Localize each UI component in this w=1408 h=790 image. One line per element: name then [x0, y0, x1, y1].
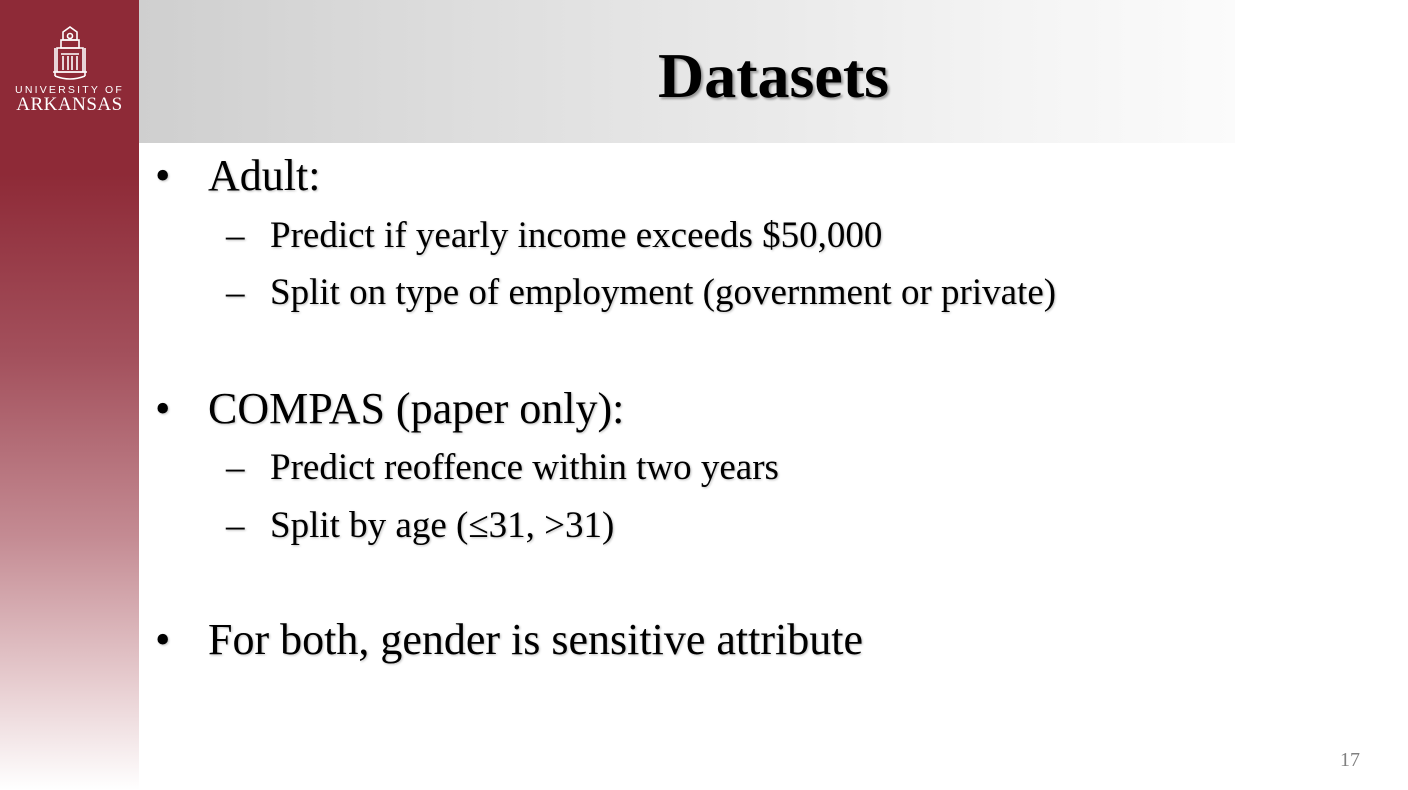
bullet-marker: • [155, 384, 171, 433]
subitem-text: Predict if yearly income exceeds $50,000 [270, 215, 883, 256]
dash-marker: – [226, 447, 245, 488]
logo-arkansas: ARKANSAS [16, 94, 123, 115]
bullet-marker: • [155, 615, 171, 664]
subitem-text: Predict reoffence within two years [270, 447, 779, 488]
subitem-text: Split on type of employment (government … [270, 272, 1057, 313]
bullet-text: Adult: [208, 151, 321, 200]
dash-marker: – [226, 215, 245, 256]
university-logo: UNIVERSITY OF ARKANSAS [8, 26, 131, 122]
dash-marker: – [226, 505, 245, 546]
page-number: 17 [1340, 749, 1360, 771]
old-main-tower-icon [53, 26, 87, 80]
bullet-marker: • [155, 151, 171, 200]
slide-title: Datasets [657, 40, 890, 111]
subitem-text: Split by age (≤31, >31) [270, 505, 615, 546]
bullet-text: COMPAS (paper only): [208, 384, 625, 433]
sidebar: UNIVERSITY OF ARKANSAS [0, 0, 139, 790]
title-bar [139, 0, 1235, 143]
bullet-text: For both, gender is sensitive attribute [208, 615, 863, 664]
dash-marker: – [226, 272, 245, 313]
logo-university-of: UNIVERSITY OF [15, 84, 124, 96]
